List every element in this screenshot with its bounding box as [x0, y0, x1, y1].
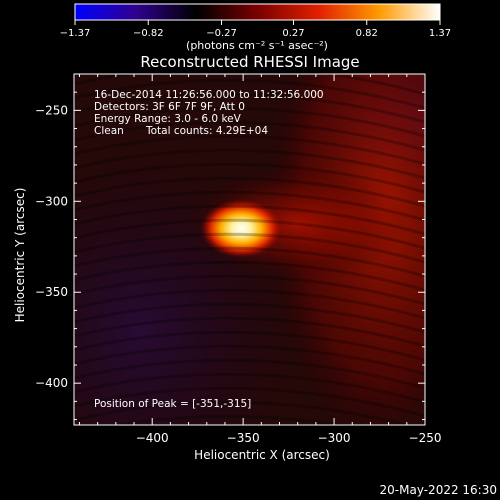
annotation-time-range: 16-Dec-2014 11:26:56.000 to 11:32:56.000: [94, 89, 324, 101]
texture-stripe: [74, 302, 425, 334]
x-tick-label: −350: [227, 431, 260, 445]
annotation-detectors: Detectors: 3F 6F 7F 9F, Att 0: [94, 101, 245, 113]
y-tick-label: −350: [35, 285, 68, 299]
texture-stripe: [74, 176, 425, 208]
texture-stripe: [74, 330, 425, 362]
y-axis-label: Heliocentric Y (arcsec): [13, 188, 27, 323]
texture-stripe: [74, 386, 425, 418]
texture-stripe: [74, 92, 425, 124]
y-tick-label: −250: [35, 103, 68, 117]
colorbar-tick-label: −0.27: [206, 28, 237, 39]
annotation-energy-range: Energy Range: 3.0 - 6.0 keV: [94, 113, 242, 125]
colorbar-tick-label: −1.37: [60, 28, 91, 39]
annotation-total-counts: Total counts: 4.29E+04: [145, 125, 268, 137]
texture-stripe: [74, 344, 425, 376]
annotation-method: Clean: [94, 125, 124, 137]
texture-stripe: [74, 120, 425, 152]
y-tick-label: −400: [35, 376, 68, 390]
x-tick-label: −300: [318, 431, 351, 445]
texture-stripe: [74, 190, 425, 222]
chart-title: Reconstructed RHESSI Image: [140, 53, 359, 71]
annotation-peak-position: Position of Peak = [-351,-315]: [94, 398, 251, 410]
texture-stripe: [74, 74, 425, 96]
colorbar-tick-label: 0.27: [282, 28, 304, 39]
texture-stripe: [74, 106, 425, 138]
plot-frame: [73, 73, 426, 426]
texture-stripe: [74, 162, 425, 194]
texture-stripe: [74, 78, 425, 110]
texture-stripe: [74, 246, 425, 278]
texture-stripe: [74, 400, 412, 425]
texture-stripe: [74, 134, 425, 166]
colorbar-unit-label: (photons cm⁻² s⁻¹ asec⁻²): [186, 39, 328, 52]
texture-stripe: [74, 274, 425, 306]
texture-stripe: [74, 358, 425, 390]
texture-stripe: [74, 372, 425, 404]
y-tick-label: −300: [35, 194, 68, 208]
x-axis-label: Heliocentric X (arcsec): [194, 448, 330, 462]
texture-stripe: [74, 204, 425, 236]
texture-stripe: [74, 260, 425, 292]
x-tick-label: −400: [136, 431, 169, 445]
texture-stripe: [74, 288, 425, 320]
texture-stripe: [74, 232, 425, 264]
x-tick-label: −250: [409, 431, 442, 445]
texture-overlay: [74, 74, 425, 425]
axes: −400 −350 −300 −250 −250 −300 −350 −400: [35, 73, 442, 445]
texture-stripe: [74, 218, 425, 250]
colorbar: [74, 3, 441, 21]
texture-stripe: [74, 148, 425, 180]
colorbar-tick-label: 1.37: [429, 28, 451, 39]
texture-stripe: [74, 316, 425, 348]
colorbar-tick-label: −0.82: [133, 28, 164, 39]
peak-source: [200, 199, 283, 258]
footer-timestamp: 20-May-2022 16:30: [380, 483, 497, 497]
colorbar-tick-label: 0.82: [356, 28, 378, 39]
texture-stripe: [110, 414, 347, 425]
colorbar-ticks: −1.37 −0.82 −0.27 0.27 0.82 1.37: [60, 20, 451, 39]
